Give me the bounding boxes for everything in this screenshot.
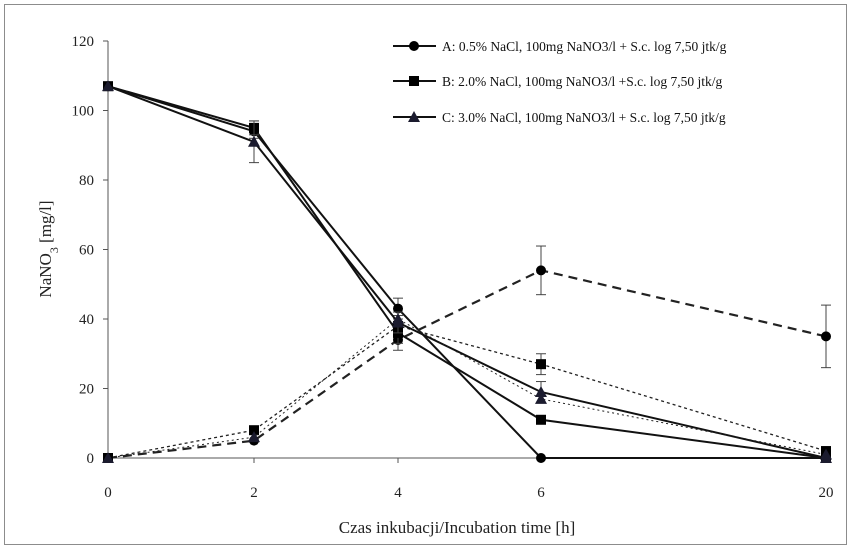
series-c-dashed-point <box>820 448 832 460</box>
series-a-solid-point <box>536 453 546 463</box>
x-tick-label: 4 <box>394 485 402 501</box>
series-b-dashed-point <box>536 359 546 370</box>
legend-a-marker <box>409 41 419 51</box>
legend: A: 0.5% NaCl, 100mg NaNO3/l + S.c. log 7… <box>393 39 727 125</box>
series-a-solid-point <box>393 303 403 314</box>
series-a-solid-line <box>107 85 826 459</box>
series-c-dashed-point <box>248 431 260 443</box>
y-tick-label: 20 <box>79 382 94 398</box>
y-tick-label: 0 <box>87 451 95 467</box>
series-c-solid-point <box>102 80 114 92</box>
x-tick-label: 2 <box>250 485 258 501</box>
legend-c-label: C: 3.0% NaCl, 100mg NaNO3/l + S.c. log 7… <box>442 110 726 125</box>
x-tick-label: 20 <box>819 485 834 501</box>
series-b-dashed-line <box>107 325 827 459</box>
y-tick-label: 80 <box>79 173 94 189</box>
y-tick-label: 40 <box>79 312 94 328</box>
series-b-solid-point <box>536 414 546 425</box>
legend-a-label: A: 0.5% NaCl, 100mg NaNO3/l + S.c. log 7… <box>442 39 727 54</box>
x-axis-title: Czas inkubacji/Incubation time [h] <box>339 518 576 537</box>
legend-b-label: B: 2.0% NaCl, 100mg NaNO3/l +S.c. log 7,… <box>442 74 722 89</box>
series-a-dashed-point <box>536 265 546 276</box>
series-c-solid-point <box>248 135 260 147</box>
series-c-solid-line <box>107 85 827 459</box>
chart-marks <box>102 80 832 463</box>
series-b-dashed-point <box>249 425 259 436</box>
series-a-dashed-line <box>107 269 827 460</box>
chart-frame <box>4 4 847 545</box>
series-b-solid-line <box>107 85 827 459</box>
y-tick-label: 60 <box>79 243 94 259</box>
series-c-dashed-point <box>535 392 547 404</box>
y-axis-title: NaNO3 [mg/l] <box>36 200 61 297</box>
x-tick-label: 0 <box>104 485 112 501</box>
series-a-dashed-point <box>821 331 831 342</box>
legend-c-marker <box>408 111 420 122</box>
series-c-solid-point <box>535 385 547 397</box>
legend-b-marker <box>409 76 419 86</box>
series-c-dashed-point <box>392 313 404 324</box>
series-c-dashed-point <box>102 452 114 463</box>
y-tick-label: 100 <box>72 104 95 120</box>
axes: 0 20 40 60 80 100 120 0 2 4 6 20 <box>72 34 834 501</box>
y-tick-label: 120 <box>72 34 95 50</box>
x-tick-label: 6 <box>537 485 545 501</box>
